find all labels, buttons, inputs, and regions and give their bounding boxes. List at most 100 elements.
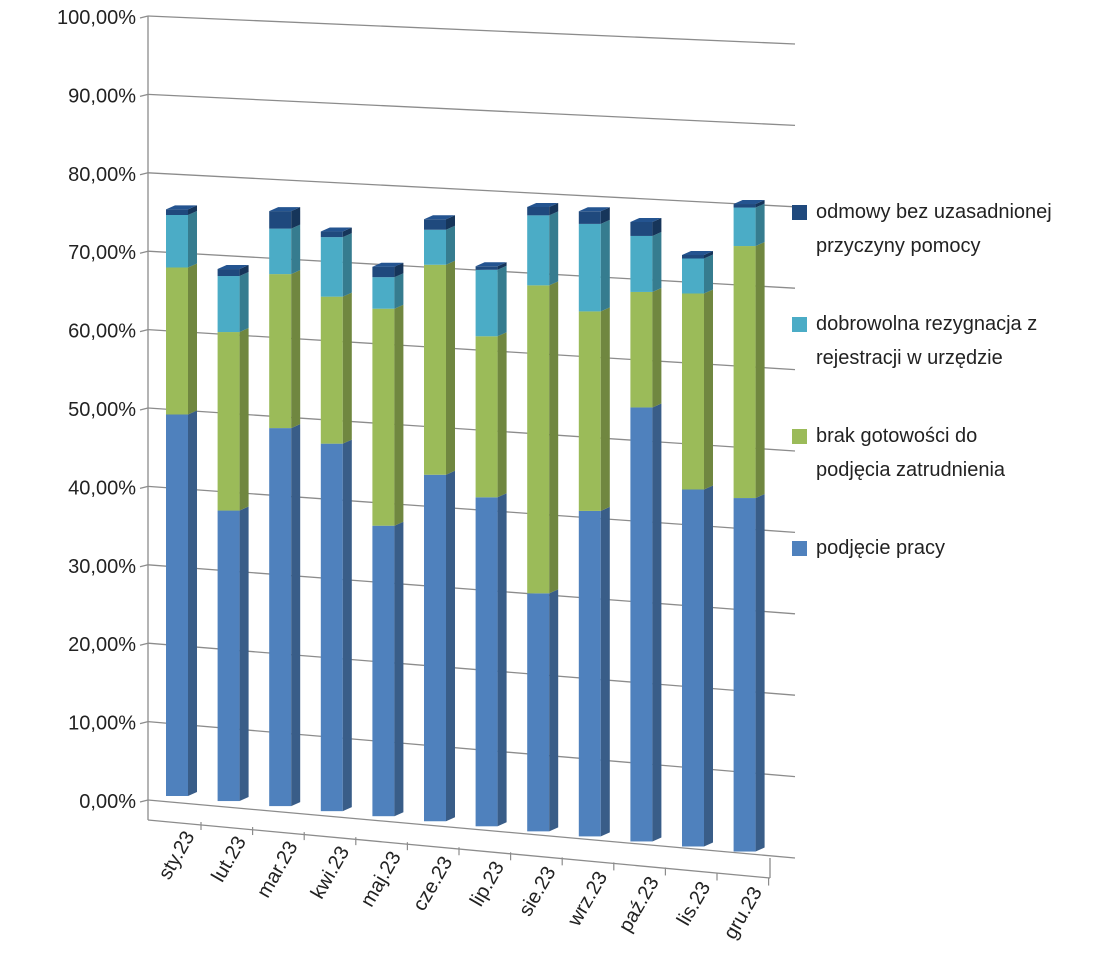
legend-swatch-dobrowolna	[792, 317, 807, 332]
bar-side	[188, 211, 197, 268]
bar-side	[497, 493, 507, 827]
bar-side	[704, 485, 713, 847]
bar-side	[600, 506, 610, 837]
bar-segment	[578, 211, 601, 224]
bar-top	[424, 215, 455, 220]
bar-side	[600, 307, 610, 511]
bar-segment	[166, 215, 188, 268]
legend-item-odmowy: odmowy bez uzasadnionej przyczyny pomocy	[790, 195, 1110, 263]
y-tick-mark	[139, 407, 149, 411]
bar-side	[497, 262, 507, 270]
bar-side	[497, 265, 507, 337]
bar-side	[704, 289, 713, 490]
bar-side	[188, 205, 197, 215]
bar-side	[342, 227, 352, 238]
y-tick-label: 60,00%	[68, 321, 136, 343]
legend-label-odmowy: odmowy bez uzasadnionej przyczyny pomocy	[816, 201, 1052, 257]
bar-side	[342, 233, 352, 297]
x-tick-label: lut.23	[207, 833, 251, 886]
legend-label-dobrowolna: dobrowolna rezygnacja z rejestracji w ur…	[816, 313, 1038, 369]
y-tick-label: 10,00%	[68, 713, 136, 735]
y-tick-label: 80,00%	[68, 164, 136, 186]
legend-swatch-brak	[792, 429, 807, 444]
bar-segment	[527, 206, 550, 216]
bar-side	[188, 410, 197, 796]
bar-side	[239, 506, 249, 802]
bar-side	[704, 251, 713, 259]
bar-segment	[733, 207, 756, 247]
bar-segment	[733, 204, 756, 208]
bar-top	[682, 251, 713, 255]
legend-label-podjecie: podjęcie pracy	[816, 537, 945, 559]
bar-segment	[424, 229, 446, 265]
x-tick-label: maj.23	[357, 848, 406, 911]
bar-side	[446, 260, 455, 475]
y-tick-label: 20,00%	[68, 634, 136, 656]
bar-side	[239, 328, 249, 511]
gridline	[147, 93, 796, 127]
bar-side	[446, 225, 455, 265]
bar-side	[600, 207, 610, 224]
bar-segment	[166, 267, 188, 415]
legend-item-dobrowolna: dobrowolna rezygnacja z rejestracji w ur…	[790, 307, 1110, 375]
bar-top	[372, 262, 404, 267]
bar-segment	[269, 228, 292, 275]
bar-segment	[166, 414, 188, 796]
bar-top	[578, 207, 610, 212]
bar-top	[269, 207, 301, 212]
x-tick-label: lip.23	[466, 858, 509, 910]
bar-segment	[578, 223, 601, 312]
y-tick-label: 100,00%	[57, 7, 136, 29]
legend-swatch-podjecie	[792, 541, 807, 556]
bar-segment	[372, 266, 395, 278]
bar-segment	[733, 246, 756, 499]
y-tick-label: 0,00%	[79, 791, 136, 813]
bar-segment	[527, 215, 550, 286]
bar-side	[549, 281, 559, 594]
bar-segment	[578, 510, 601, 837]
bar-segment	[372, 308, 395, 526]
bar-side	[446, 470, 455, 822]
y-tick-mark	[139, 250, 149, 254]
x-tick-label: gru.23	[720, 883, 767, 943]
bar-side	[652, 287, 662, 408]
bar-side	[291, 207, 301, 229]
bar-side	[652, 231, 662, 292]
y-tick-label: 90,00%	[68, 85, 136, 107]
bar-side	[497, 332, 507, 498]
y-tick-mark	[139, 172, 149, 176]
bar-top	[217, 265, 249, 270]
y-tick-mark	[139, 485, 149, 490]
y-tick-mark	[139, 328, 149, 333]
legend-item-podjecie: podjęcie pracy	[790, 531, 1110, 565]
y-tick-label: 50,00%	[68, 399, 136, 421]
y-tick-label: 30,00%	[68, 556, 136, 578]
bar-segment	[630, 291, 653, 408]
bar-side	[342, 292, 352, 444]
bar-top	[527, 202, 559, 207]
y-tick-mark	[139, 93, 149, 98]
bar-segment	[320, 296, 343, 444]
bar-side	[394, 273, 404, 309]
x-tick-label: wrz.23	[563, 868, 612, 931]
gridline	[147, 172, 796, 208]
bar-side	[755, 242, 765, 499]
y-tick-label: 70,00%	[68, 242, 136, 264]
bar-segment	[217, 510, 240, 802]
legend-label-brak: brak gotowości do podjęcia zatrudnienia	[816, 425, 1006, 481]
bar-side	[755, 494, 765, 852]
bar-segment	[424, 264, 446, 475]
bar-side	[291, 224, 301, 275]
y-tick-mark	[139, 720, 149, 725]
bar-segment	[527, 593, 550, 832]
bar-side	[704, 254, 713, 294]
bar-segment	[527, 285, 550, 594]
bar-segment	[217, 276, 240, 333]
bar-segment	[475, 336, 498, 498]
x-tick-label: sty.23	[154, 828, 199, 884]
bar-segment	[217, 269, 240, 277]
bar-side	[291, 424, 301, 807]
bar-side	[342, 439, 352, 812]
bar-top	[733, 200, 765, 205]
